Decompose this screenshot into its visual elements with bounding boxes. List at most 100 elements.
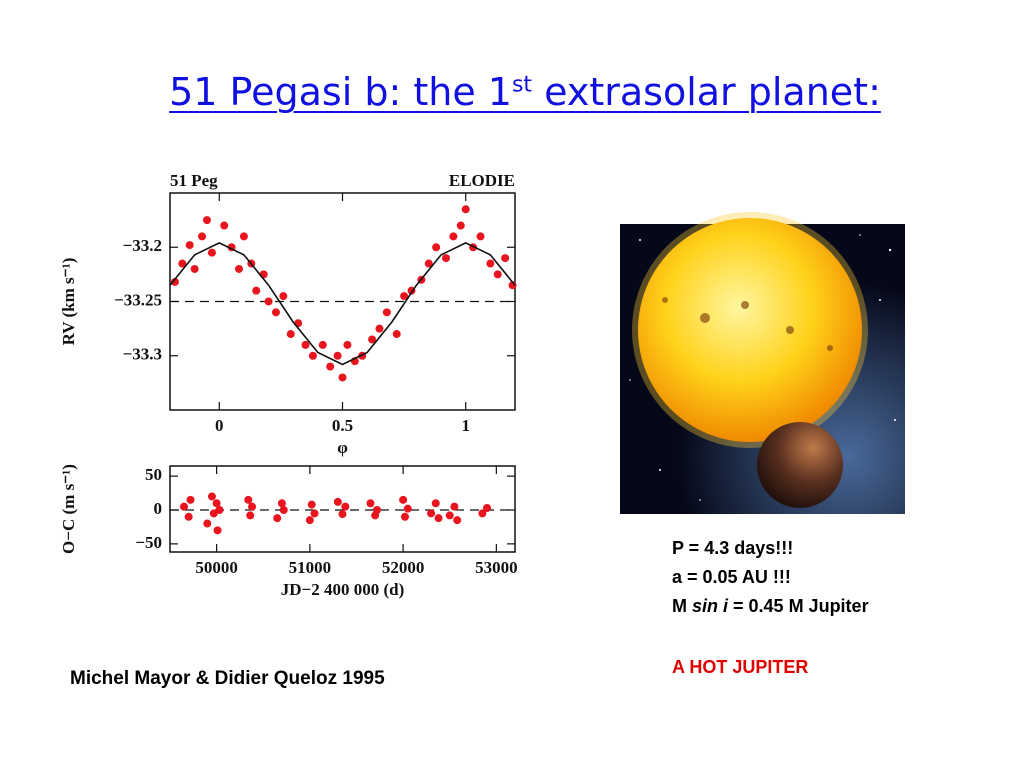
data-point xyxy=(333,497,342,506)
data-point xyxy=(450,502,459,511)
data-point xyxy=(264,297,273,306)
data-point xyxy=(213,526,222,535)
data-point xyxy=(427,509,436,518)
data-point xyxy=(476,232,485,241)
data-point xyxy=(170,277,179,286)
data-point xyxy=(453,516,462,525)
data-point xyxy=(244,495,253,504)
data-point xyxy=(431,499,440,508)
data-point xyxy=(220,221,229,230)
data-point xyxy=(207,248,216,257)
title-rest: extrasolar planet: xyxy=(532,70,881,114)
fit-curve xyxy=(169,242,516,366)
panel: 0 0.5 1 −33.2 −33.25 −33.3 φ RV (km s⁻¹) 51 Peg E… xyxy=(59,171,517,457)
data-point xyxy=(373,506,381,515)
panel: 50000 51000 52000 53000 50 0 −50 JD−2 400 000 (… xyxy=(59,464,518,599)
y-tick-label: −50 xyxy=(135,533,162,552)
mass-italic: sin i xyxy=(692,596,729,616)
period-text: P = 4.3 days!!! xyxy=(672,538,794,558)
data-point xyxy=(305,516,314,525)
y-tick-label: 0 xyxy=(154,499,163,518)
mass-rest: = 0.45 M Jupiter xyxy=(728,596,869,616)
panel-label: ELODIE xyxy=(449,171,515,190)
data-point xyxy=(318,340,327,349)
slide-title: 51 Pegasi b: the 1st extrasolar planet: xyxy=(0,70,1024,114)
data-point xyxy=(333,351,342,360)
data-point xyxy=(279,506,288,515)
data-point xyxy=(235,264,243,273)
title-text: 51 Pegasi b: the 1 xyxy=(169,70,512,114)
data-point xyxy=(493,270,502,279)
data-point xyxy=(185,241,194,250)
data-point xyxy=(286,330,295,339)
data-point xyxy=(198,232,207,241)
mass-text: M sin i = 0.45 M Jupiter xyxy=(672,596,869,617)
data-point xyxy=(212,499,221,508)
artwork xyxy=(620,212,905,514)
data-point xyxy=(478,509,487,518)
data-point xyxy=(310,509,319,518)
data-point xyxy=(207,492,216,501)
data-point xyxy=(486,259,495,268)
data-point xyxy=(400,512,409,521)
x-tick-label: 0 xyxy=(215,416,224,435)
data-point xyxy=(445,511,454,520)
data-point xyxy=(307,500,316,509)
data-point xyxy=(442,254,450,263)
panel-label: 51 Peg xyxy=(170,171,218,190)
data-point xyxy=(248,502,257,511)
data-point xyxy=(343,340,352,349)
data-point xyxy=(190,264,199,273)
x-tick-label: 51000 xyxy=(289,558,332,577)
title-superscript: st xyxy=(511,72,533,98)
x-tick-label: 50000 xyxy=(195,558,238,577)
data-point xyxy=(392,330,401,339)
data-point xyxy=(508,281,517,290)
mass-prefix: M xyxy=(672,596,692,616)
data-point xyxy=(341,502,350,511)
data-point xyxy=(399,495,408,504)
data-point xyxy=(368,335,377,344)
data-point xyxy=(179,502,188,511)
axis-text: a = 0.05 AU !!! xyxy=(672,567,791,587)
data-point xyxy=(178,259,187,268)
data-point xyxy=(279,292,288,301)
highlight-text: A HOT JUPITER xyxy=(672,657,809,677)
data-point xyxy=(252,286,261,295)
data-point xyxy=(326,362,335,371)
data-point xyxy=(246,511,255,520)
data-point xyxy=(483,503,492,512)
data-point xyxy=(424,259,433,268)
data-point xyxy=(186,495,195,504)
x-tick-label: 53000 xyxy=(475,558,518,577)
data-point xyxy=(375,324,384,333)
data-point xyxy=(461,205,470,214)
y-tick-label: −33.25 xyxy=(114,290,162,309)
data-point xyxy=(434,514,443,523)
data-point xyxy=(501,254,510,263)
data-point xyxy=(273,514,282,523)
data-point xyxy=(301,340,310,349)
x-axis-label: φ xyxy=(337,438,348,457)
data-point xyxy=(184,512,193,521)
caption: Michel Mayor & Didier Queloz 1995 xyxy=(70,668,385,689)
data-point xyxy=(215,506,224,515)
data-point xyxy=(382,308,391,317)
plot-frame xyxy=(169,465,516,553)
data-point xyxy=(259,270,268,279)
x-axis-label: JD−2 400 000 (d) xyxy=(281,580,405,599)
y-tick-label: 50 xyxy=(145,465,162,484)
data-point xyxy=(432,243,441,252)
sun xyxy=(638,218,862,442)
data-point xyxy=(338,373,347,382)
x-tick-label: 52000 xyxy=(382,558,425,577)
y-axis-label: O−C (m s⁻¹) xyxy=(59,464,78,554)
y-axis-label: RV (km s⁻¹) xyxy=(59,258,78,346)
data-point xyxy=(338,510,347,519)
data-point xyxy=(308,351,317,360)
data-point xyxy=(403,504,412,513)
sunspots xyxy=(662,297,833,351)
data-point xyxy=(202,216,211,225)
